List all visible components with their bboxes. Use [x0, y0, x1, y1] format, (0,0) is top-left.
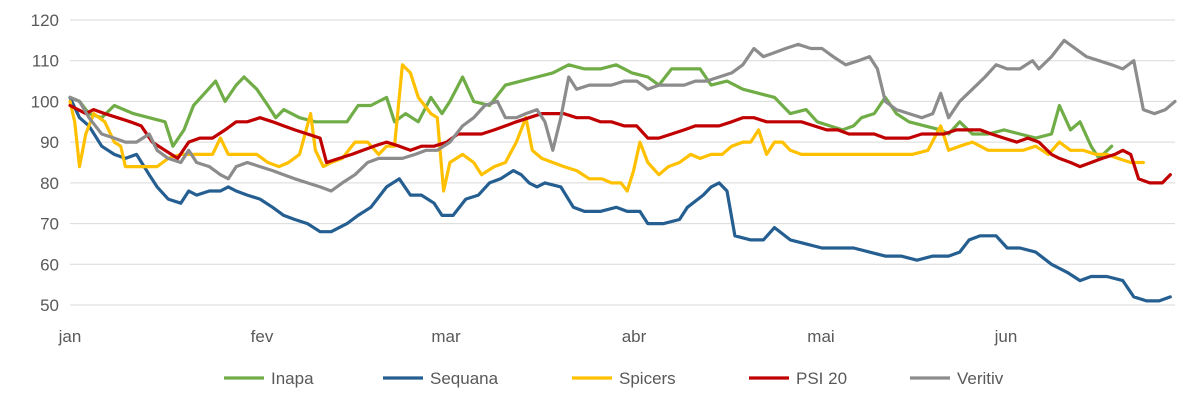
series-line-spicers [68, 63, 1145, 193]
y-tick-label: 50 [40, 296, 59, 315]
legend-item: Veritiv [910, 369, 1004, 388]
x-tick-label: jun [994, 327, 1018, 346]
y-tick-label: 80 [40, 174, 59, 193]
legend-label: Inapa [271, 369, 314, 388]
legend-label: Spicers [619, 369, 676, 388]
series-lines [68, 38, 1177, 303]
legend-item: Sequana [383, 369, 499, 388]
y-tick-label: 60 [40, 255, 59, 274]
y-axis-tick-labels: 50 60 70 80 90 100 110 120 [31, 11, 59, 315]
x-tick-label: mar [431, 327, 461, 346]
legend-item: Spicers [572, 369, 676, 388]
series-line-inapa [68, 63, 1114, 160]
legend-item: Inapa [224, 369, 314, 388]
x-axis-tick-labels: jan fev mar abr mai jun [58, 327, 1018, 346]
y-tick-label: 100 [31, 92, 59, 111]
gridlines [70, 19, 1175, 306]
legend-label: Veritiv [957, 369, 1004, 388]
series-line-veritiv [68, 38, 1177, 193]
series-line-sequana [68, 95, 1172, 303]
y-tick-label: 90 [40, 133, 59, 152]
x-tick-label: abr [622, 327, 647, 346]
legend-item: PSI 20 [749, 369, 847, 388]
series-line-psi-20 [68, 103, 1172, 185]
x-tick-label: fev [251, 327, 274, 346]
legend: Inapa Sequana Spicers PSI 20 Veritiv [224, 369, 1004, 388]
y-tick-label: 120 [31, 11, 59, 30]
x-tick-label: jan [58, 327, 82, 346]
x-tick-label: mai [807, 327, 834, 346]
y-tick-label: 70 [40, 215, 59, 234]
legend-label: Sequana [430, 369, 499, 388]
legend-label: PSI 20 [796, 369, 847, 388]
y-tick-label: 110 [32, 52, 59, 71]
